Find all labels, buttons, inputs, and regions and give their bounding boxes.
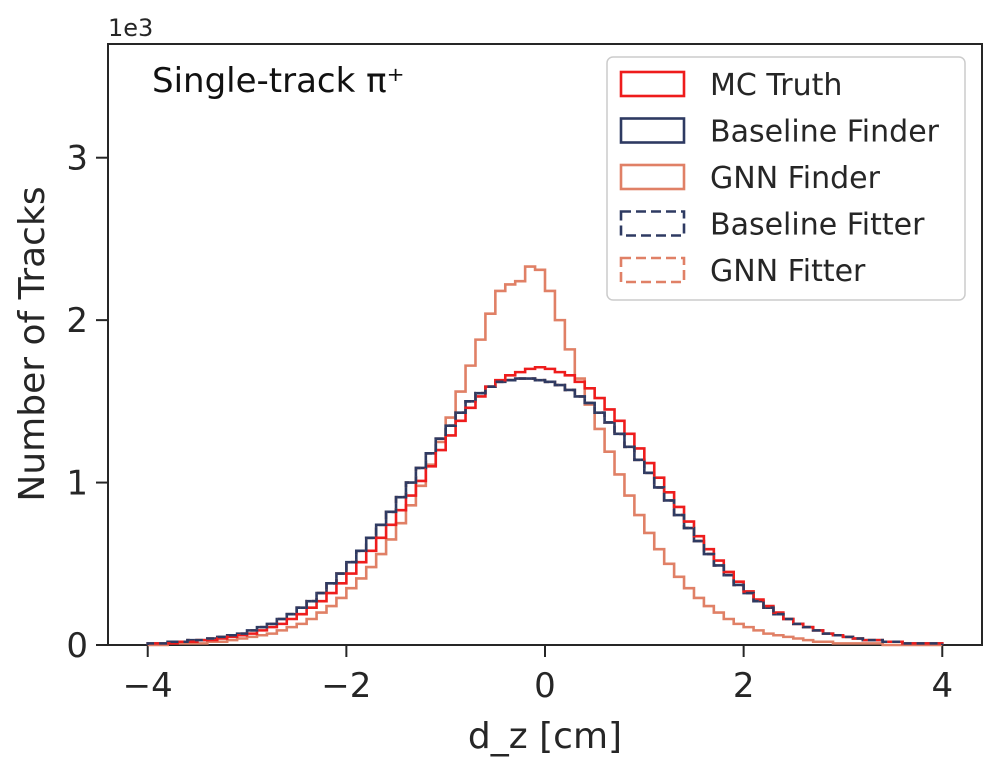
series-baseline-finder [146,377,944,645]
legend-label: Baseline Fitter [710,208,925,243]
legend-swatch [619,210,686,237]
series-gnn-fitter [146,377,944,645]
y-tick-label: 3 [66,139,88,179]
legend-label: GNN Finder [710,161,881,196]
x-axis-title: d_z [cm] [468,716,622,757]
y-axis-title: Number of Tracks [12,186,53,501]
y-tick-label: 2 [66,301,88,341]
y-tick-label: 0 [66,626,88,666]
x-tick-label: 2 [733,666,755,706]
axis-ticks: −4 −2 0 2 4 0 1 2 3 [66,139,953,706]
x-tick-label: 4 [931,666,953,706]
x-tick-label: −4 [123,666,173,706]
legend: MC Truth Baseline Finder GNN Finder Baselin… [606,56,966,301]
y-offset-label: 1e3 [108,14,153,42]
series-baseline-fitter [146,377,944,645]
legend-box [606,56,966,301]
series-lines [146,265,944,647]
legend-label: MC Truth [710,68,842,103]
annotation-label: Single-track π⁺ [152,61,405,101]
x-tick-label: 0 [534,666,556,706]
legend-label: Baseline Finder [710,115,940,150]
legend-swatch [619,70,686,98]
legend-swatch [619,163,686,191]
y-tick-label: 1 [66,464,88,504]
legend-label: GNN Fitter [710,254,866,289]
x-tick-label: −2 [321,666,371,706]
series-mc-truth [146,365,944,645]
series-gnn-finder [147,265,943,647]
legend-swatch [619,117,686,144]
legend-swatch [619,256,686,284]
